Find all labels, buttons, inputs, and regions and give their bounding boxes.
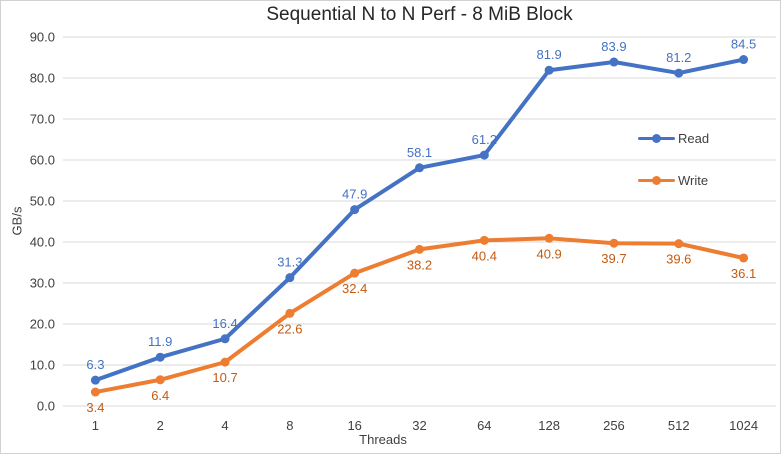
read-data-point [415,163,424,173]
x-axis-title: Threads [359,432,407,447]
read-data-label: 81.9 [536,47,561,62]
x-tick-label: 128 [538,418,560,433]
legend: Read Write [638,130,709,214]
y-tick-label: 30.0 [30,276,55,291]
legend-item-write: Write [638,172,709,188]
write-data-point [674,239,684,249]
write-data-label: 10.7 [212,370,237,385]
y-tick-label: 10.0 [30,358,55,373]
write-data-label: 6.4 [151,388,169,403]
y-tick-label: 0.0 [37,399,55,414]
x-tick-label: 32 [412,418,426,433]
read-data-point [350,205,360,215]
x-tick-label: 4 [221,418,228,433]
read-data-point [479,150,489,160]
read-data-label: 58.1 [407,145,432,160]
read-data-label: 61.2 [472,132,497,147]
write-data-label: 36.1 [731,266,756,281]
write-data-label: 32.4 [342,281,367,296]
y-tick-label: 20.0 [30,317,55,332]
write-data-point [220,357,230,367]
y-tick-label: 50.0 [30,194,55,209]
read-data-point [220,334,230,344]
write-data-point [350,268,360,278]
read-data-label: 11.9 [148,334,172,349]
y-tick-label: 70.0 [30,112,55,127]
write-data-point [415,244,424,254]
write-series-swatch [638,175,675,185]
write-data-label: 39.6 [666,252,691,267]
chart-title: Sequential N to N Perf - 8 MiB Block [266,4,573,25]
write-data-point [544,233,554,243]
y-tick-label: 90.0 [30,30,55,45]
read-data-point [674,68,684,78]
write-data-label: 40.4 [472,248,497,263]
read-data-point [544,65,554,75]
read-data-point [90,375,100,385]
y-tick-label: 60.0 [30,153,55,168]
read-data-label: 81.2 [666,50,691,65]
write-data-point [90,387,100,397]
read-data-point [155,352,165,362]
read-data-label: 6.3 [86,357,104,372]
x-tick-label: 1024 [729,418,758,433]
y-axis-title: GB/s [9,206,25,236]
write-data-label: 40.9 [536,246,561,261]
x-tick-label: 2 [157,418,164,433]
read-data-label: 31.3 [277,255,302,270]
read-data-label: 16.4 [212,316,237,331]
write-data-label: 22.6 [277,321,302,336]
read-data-label: 83.9 [601,39,626,54]
write-data-point [609,238,619,248]
x-tick-label: 512 [668,418,690,433]
read-data-label: 47.9 [342,187,367,202]
x-tick-label: 256 [603,418,625,433]
y-tick-label: 40.0 [30,235,55,250]
write-data-label: 3.4 [86,400,104,415]
write-data-point [739,253,749,263]
write-data-point [285,308,295,318]
x-tick-label: 16 [347,418,361,433]
x-tick-label: 1 [92,418,99,433]
write-data-point [479,235,489,245]
read-data-point [285,273,295,283]
write-data-label: 39.7 [601,251,626,266]
read-data-point [739,55,749,65]
read-series-line [93,57,746,383]
write-data-point [155,375,165,385]
x-tick-label: 8 [286,418,293,433]
read-series-swatch [638,133,675,143]
read-data-label: 84.5 [731,37,756,52]
legend-item-read: Read [638,130,709,146]
y-tick-label: 80.0 [30,71,55,86]
write-data-label: 38.2 [407,257,432,272]
read-data-point [609,57,619,67]
x-tick-label: 64 [477,418,491,433]
legend-label-read: Read [678,130,710,146]
legend-label-write: Write [678,172,709,188]
